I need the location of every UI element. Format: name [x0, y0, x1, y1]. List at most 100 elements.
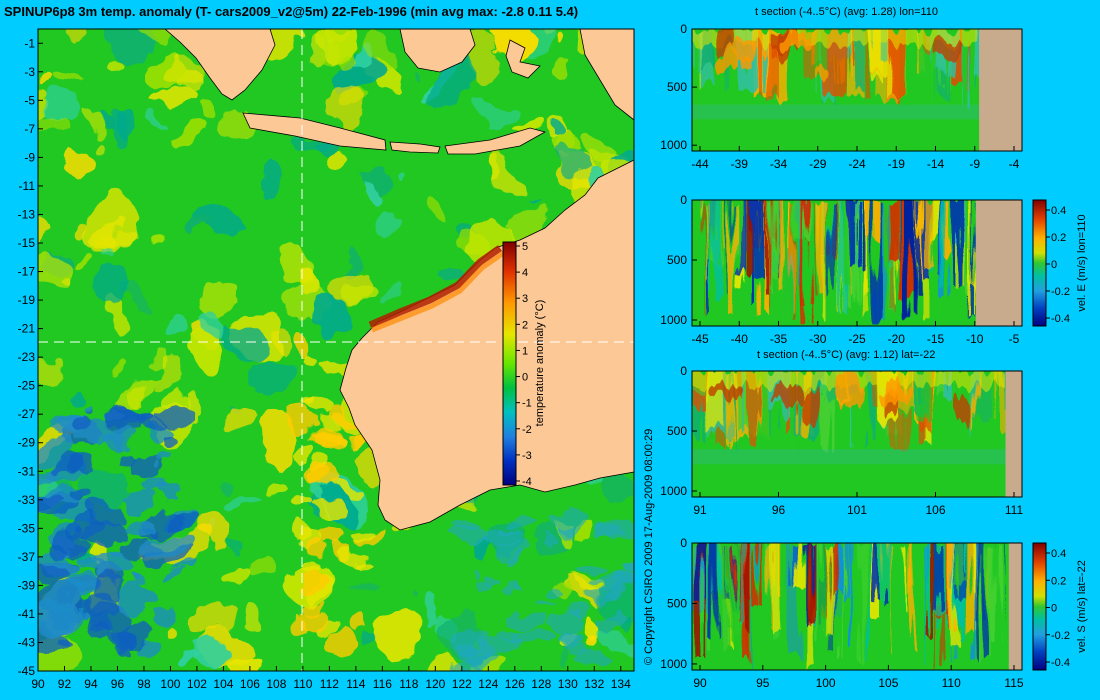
colorbar-tick-label: -4: [522, 476, 532, 488]
lon-tick-label: 110: [293, 677, 312, 691]
section-x-tick-label: 111: [1005, 503, 1024, 517]
depth-tick-label: 1000: [660, 657, 687, 671]
lon-tick-label: 122: [452, 677, 472, 691]
section-panel-1: 0 500 1000 -45 -40 -35 -30 -25 -20 -15 -10 -5 0.4 0.2…: [660, 193, 1088, 346]
lat-tick-label: -33: [18, 493, 36, 507]
section-x-tick-label: 110: [942, 676, 961, 690]
lon-tick-label: 120: [425, 677, 445, 691]
lon-tick-label: 134: [611, 677, 631, 691]
lat-tick-label: -15: [18, 236, 36, 250]
velocity-colorbar-tick-label: 0.2: [1051, 232, 1066, 244]
section-x-tick-label: 105: [878, 676, 898, 690]
section-x-tick-label: -20: [888, 332, 906, 346]
lon-tick-label: 90: [31, 677, 45, 691]
lat-tick-label: -37: [18, 550, 36, 564]
section-title-lon: t section (-4..5°C) (avg: 1.28) lon=110: [755, 6, 939, 18]
lon-tick-label: 98: [137, 677, 151, 691]
depth-tick-label: 1000: [660, 138, 687, 152]
section-x-tick-label: -30: [809, 332, 827, 346]
lat-tick-label: -21: [18, 322, 36, 336]
lon-tick-label: 102: [187, 677, 207, 691]
depth-tick-label: 500: [667, 424, 687, 438]
lon-tick-label: 132: [584, 677, 604, 691]
map-axes: 90 92 94 96 98 100 102 104 106 108 110 112 114 116 118…: [18, 36, 631, 691]
section-x-tick-label: -25: [848, 332, 866, 346]
depth-tick-label: 0: [680, 536, 687, 550]
lon-tick-label: 128: [531, 677, 551, 691]
section-x-tick-label: 90: [693, 676, 707, 690]
lon-tick-label: 104: [213, 677, 233, 691]
lat-tick-label: -25: [18, 379, 36, 393]
lat-tick-label: -39: [18, 578, 36, 592]
velocity-colorbar-tick-label: -0.4: [1051, 313, 1070, 325]
colorbar-tick-label: 3: [522, 293, 528, 305]
velocity-colorbar-tick-label: 0: [1051, 603, 1057, 615]
section-x-tick-label: -9: [969, 157, 980, 171]
section-panel-2: 0 500 1000 91 96 101 106 111: [660, 364, 1023, 517]
lat-tick-label: -19: [18, 293, 36, 307]
depth-tick-label: 1000: [660, 484, 687, 498]
section-x-tick-label: 96: [772, 503, 786, 517]
depth-tick-label: 500: [667, 596, 687, 610]
temperature-colorbar: 5 4 3 2 1 0 -1 -2 -3 -4 temperature anomaly (°C): [502, 241, 546, 488]
temperature-anomaly-map: [38, 29, 634, 671]
lon-tick-label: 124: [478, 677, 498, 691]
velocity-colorbar: 0.4 0.2 0 -0.2 -0.4 vel. S (m/s) lat=-22: [1032, 542, 1088, 671]
velocity-colorbar-tick-label: -0.2: [1051, 286, 1070, 298]
section-x-tick-label: -15: [927, 332, 945, 346]
lat-tick-label: -13: [18, 207, 36, 221]
section-x-tick-label: -24: [848, 157, 866, 171]
lat-tick-label: -41: [18, 607, 36, 621]
depth-tick-label: 500: [667, 80, 687, 94]
lat-tick-label: -3: [24, 65, 35, 79]
lat-tick-label: -5: [24, 93, 35, 107]
section-x-tick-label: -4: [1009, 157, 1020, 171]
velocity-colorbar-label: vel. E (m/s) lon=110: [1076, 214, 1088, 311]
lon-tick-label: 92: [58, 677, 72, 691]
depth-tick-label: 500: [667, 253, 687, 267]
land-masses: [164, 29, 634, 531]
lon-tick-label: 114: [346, 677, 365, 691]
lon-tick-label: 96: [111, 677, 125, 691]
lat-tick-label: -11: [19, 179, 36, 193]
lon-tick-label: 126: [505, 677, 525, 691]
section-x-tick-label: -40: [731, 332, 749, 346]
lon-tick-label: 112: [320, 677, 339, 691]
section-x-tick-label: 106: [925, 503, 945, 517]
depth-tick-label: 0: [680, 22, 687, 36]
lat-tick-label: -29: [18, 436, 36, 450]
velocity-colorbar-label: vel. S (m/s) lat=-22: [1076, 560, 1088, 653]
lat-tick-label: -45: [18, 664, 36, 678]
section-x-tick-label: -19: [888, 157, 906, 171]
colorbar-tick-label: -3: [522, 450, 532, 462]
colorbar-tick-label: 4: [522, 267, 528, 279]
velocity-colorbar-tick-label: 0.4: [1051, 205, 1066, 217]
section-x-tick-label: -29: [809, 157, 827, 171]
section-x-tick-label: 101: [847, 503, 867, 517]
section-x-tick-label: -39: [731, 157, 749, 171]
velocity-colorbar-tick-label: -0.4: [1051, 657, 1070, 669]
depth-tick-label: 1000: [660, 313, 687, 327]
section-x-tick-label: -45: [691, 332, 709, 346]
colorbar-tick-label: 5: [522, 241, 528, 253]
lat-tick-label: -43: [18, 635, 36, 649]
lat-tick-label: -1: [24, 36, 35, 50]
section-x-tick-label: -14: [927, 157, 945, 171]
lon-tick-label: 106: [240, 677, 260, 691]
section-x-tick-label: -35: [770, 332, 788, 346]
lon-tick-label: 118: [399, 677, 418, 691]
lat-tick-label: -17: [18, 265, 36, 279]
section-x-tick-label: 95: [756, 676, 770, 690]
lon-tick-label: 100: [160, 677, 180, 691]
lon-tick-label: 116: [373, 677, 392, 691]
depth-tick-label: 0: [680, 364, 687, 378]
section-x-tick-label: -10: [966, 332, 984, 346]
lat-tick-label: -35: [18, 521, 36, 535]
section-x-tick-label: 100: [816, 676, 836, 690]
lat-tick-label: -23: [18, 350, 36, 364]
section-x-tick-label: -34: [770, 157, 788, 171]
velocity-colorbar-tick-label: 0.4: [1051, 548, 1066, 560]
section-x-tick-label: 115: [1004, 676, 1023, 690]
depth-tick-label: 0: [680, 193, 687, 207]
